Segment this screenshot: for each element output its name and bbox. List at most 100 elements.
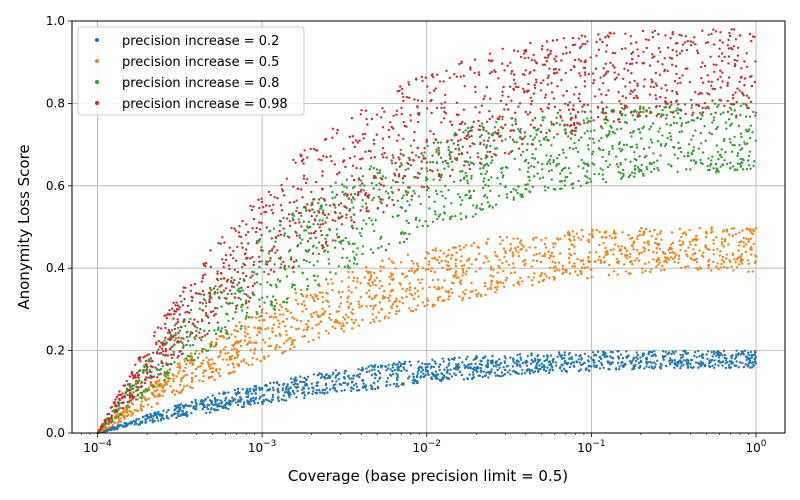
data-point [317,322,321,326]
data-point [245,274,248,278]
data-point [706,350,710,353]
data-point [634,363,637,367]
data-point [346,300,349,304]
data-point [519,241,522,244]
data-point [634,259,637,262]
data-point [746,159,750,162]
data-point [355,227,359,230]
data-point [420,99,424,103]
data-point [459,170,462,173]
data-point [454,265,458,268]
data-point [285,297,289,301]
data-point [729,166,732,169]
data-point [745,237,748,240]
data-point [301,238,304,241]
data-point [738,231,741,234]
data-point [640,163,643,167]
data-point [447,364,450,367]
data-point [547,186,550,189]
data-point [356,277,359,280]
data-point [516,128,520,131]
data-point [374,372,377,375]
data-point [144,388,147,391]
data-point [535,129,538,132]
data-point [381,259,384,262]
data-point [451,160,454,163]
data-point [464,129,467,132]
data-point [116,427,119,431]
data-point [679,81,682,85]
data-point [182,405,186,408]
data-point [595,251,598,254]
data-point [748,115,752,118]
data-point [706,106,709,109]
data-point [559,116,562,119]
data-point [671,48,674,52]
data-point [302,258,306,262]
data-point [527,175,530,179]
data-point [579,238,583,241]
data-point [199,293,203,296]
data-point [597,33,600,36]
data-point [306,284,310,288]
data-point [647,38,650,42]
data-point [536,361,539,365]
data-point [712,242,715,245]
data-point [710,32,713,36]
data-point [728,360,732,363]
data-point [337,372,340,375]
data-point [707,33,710,36]
data-point [191,331,194,335]
data-point [305,209,308,213]
data-point [235,324,238,328]
data-point [227,319,230,323]
data-point [604,231,607,234]
data-point [554,67,558,71]
data-point [184,412,188,415]
data-point [738,143,741,147]
data-point [629,34,632,38]
data-point [611,144,614,148]
data-point [262,338,265,342]
data-point [293,392,296,395]
data-point [451,291,454,294]
data-point [420,278,424,281]
data-point [424,363,427,366]
data-point [358,376,361,379]
data-point [173,339,176,342]
data-point [260,314,263,318]
data-point [434,370,438,373]
data-point [180,389,183,393]
data-point [717,360,720,363]
data-point [557,162,561,165]
data-point [590,356,593,359]
data-point [598,230,601,234]
data-point [502,85,505,89]
data-point [657,169,660,172]
data-point [570,123,573,127]
data-point [710,113,713,116]
data-point [438,295,441,298]
data-point [432,75,435,79]
data-point [368,217,371,220]
data-point [156,402,159,405]
data-point [316,297,320,301]
data-point [520,243,523,246]
data-point [417,195,421,198]
data-point [746,365,750,368]
data-point [715,162,718,166]
data-point [299,320,303,323]
data-point [633,164,637,168]
data-point [263,270,266,274]
data-point [204,312,208,315]
data-point [391,154,394,157]
data-point [178,383,182,387]
data-point [301,271,304,274]
data-point [500,126,503,129]
data-point [724,359,728,362]
data-point [592,364,596,367]
data-point [684,265,687,268]
data-point [621,95,624,98]
data-point [569,171,572,175]
data-point [697,366,700,369]
